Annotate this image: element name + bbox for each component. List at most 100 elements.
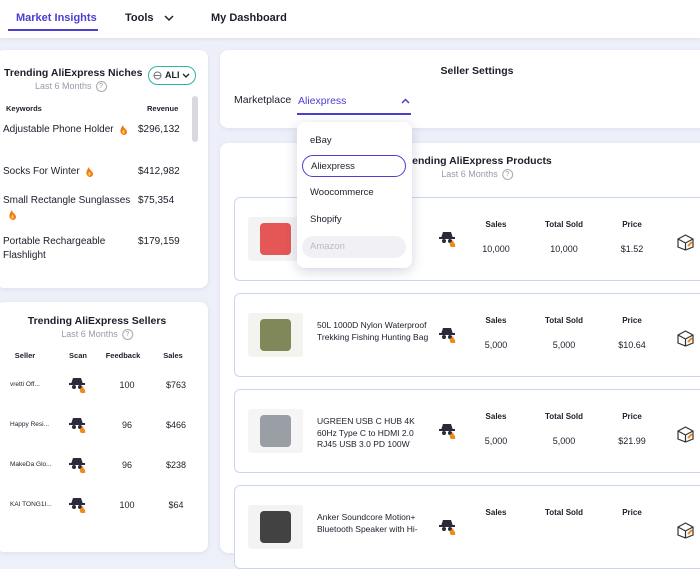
- sales: $238: [165, 460, 187, 470]
- product-image: [248, 313, 303, 357]
- dropdown-option[interactable]: eBay: [302, 130, 406, 152]
- seller-name[interactable]: MakeDa Glo...: [10, 461, 52, 468]
- column-header: Price: [622, 412, 642, 421]
- column-header: Total Sold: [544, 508, 584, 517]
- column-header: Sales: [485, 220, 507, 229]
- column-header: Revenue: [147, 104, 179, 113]
- seller-name[interactable]: KAI TONG1I...: [10, 501, 52, 508]
- product-card[interactable]: Anker Soundcore Motion+ Bluetooth Speake…: [234, 485, 700, 569]
- seller-name[interactable]: vretti Off...: [10, 381, 40, 388]
- panel-subtitle: Last 6 Months?: [35, 81, 107, 93]
- sales: $763: [165, 380, 187, 390]
- product-image: [248, 505, 303, 549]
- product-price: $10.64: [618, 340, 646, 350]
- field-label: Marketplace: [234, 94, 292, 106]
- sales: $64: [168, 500, 184, 510]
- product-card[interactable]: 50L 1000D Nylon Waterproof Trekking Fish…: [234, 293, 700, 377]
- nav-tab[interactable]: Tools: [125, 12, 154, 24]
- trending-icon: [86, 166, 93, 177]
- column-header: Sales: [163, 351, 183, 360]
- product-sales: 10,000: [482, 244, 510, 254]
- keyword-row[interactable]: Adjustable Phone Holder: [3, 123, 131, 137]
- keyword-row[interactable]: Small Rectangle Sunglasses: [3, 194, 131, 222]
- subtitle-text: Last 6 Months: [35, 81, 92, 91]
- product-card[interactable]: UGREEN USB C HUB 4K 60Hz Type C to HDMI …: [234, 389, 700, 473]
- scan-icon[interactable]: [439, 327, 457, 348]
- panel-title: Trending AliExpress Sellers: [27, 315, 167, 327]
- column-header: Sales: [485, 412, 507, 421]
- marketplace-selector[interactable]: ALI: [148, 66, 196, 85]
- seller-name[interactable]: Happy Resi...: [10, 421, 50, 428]
- scan-icon[interactable]: [69, 377, 87, 398]
- column-header: Total Sold: [544, 316, 584, 325]
- subtitle-text: Last 6 Months: [441, 169, 498, 179]
- option-text: Aliexpress: [311, 161, 355, 172]
- nav-bar: Market Insights Tools My Dashboard: [0, 0, 700, 38]
- revenue: $296,132: [138, 124, 180, 135]
- dropdown-option[interactable]: Aliexpress: [302, 155, 406, 177]
- feedback: 96: [121, 460, 133, 470]
- option-text: Amazon: [310, 241, 345, 252]
- product-total-sold: 10,000: [550, 244, 578, 254]
- column-header: Price: [622, 220, 642, 229]
- column-header: Keywords: [6, 104, 42, 113]
- revenue: $179,159: [138, 236, 180, 247]
- selector-text: ALI: [165, 70, 180, 80]
- image-content: [260, 415, 291, 447]
- scan-icon[interactable]: [439, 231, 457, 252]
- image-content: [260, 319, 291, 351]
- option-text: eBay: [310, 135, 332, 146]
- keyword: Small Rectangle Sunglasses: [3, 195, 131, 206]
- scan-icon[interactable]: [439, 519, 457, 540]
- sellers-panel: Trending AliExpress Sellers Last 6 Month…: [0, 302, 208, 552]
- product-total-sold: 5,000: [552, 436, 576, 446]
- scrollbar[interactable]: [192, 96, 198, 142]
- image-content: [260, 511, 291, 543]
- revenue: $75,354: [138, 195, 175, 206]
- product-name[interactable]: Anker Soundcore Motion+ Bluetooth Speake…: [317, 512, 418, 534]
- option-text: Shopify: [310, 214, 342, 225]
- chevron: [164, 15, 174, 22]
- column-header: Total Sold: [544, 412, 584, 421]
- scan-icon[interactable]: [69, 497, 87, 518]
- keyword: Adjustable Phone Holder: [3, 124, 114, 135]
- scan-icon[interactable]: [439, 423, 457, 444]
- column-header: Price: [622, 508, 642, 517]
- product-link-icon[interactable]: [677, 426, 694, 448]
- product-name[interactable]: UGREEN USB C HUB 4K 60Hz Type C to HDMI …: [317, 416, 415, 449]
- column-header: Sales: [485, 316, 507, 325]
- panel-title: Seller Settings: [440, 65, 514, 77]
- keyword-row[interactable]: Portable Rechargeable Flashlight: [3, 235, 131, 263]
- product-price: $21.99: [618, 436, 646, 446]
- column-header: Price: [622, 316, 642, 325]
- marketplace-select[interactable]: Aliexpress: [297, 92, 411, 115]
- product-price: $1.52: [620, 244, 644, 254]
- product-link-icon[interactable]: [677, 522, 694, 544]
- scan-icon[interactable]: [69, 457, 87, 478]
- product-name[interactable]: 50L 1000D Nylon Waterproof Trekking Fish…: [317, 320, 429, 342]
- nav-tab[interactable]: My Dashboard: [211, 12, 287, 24]
- feedback: 100: [119, 500, 135, 510]
- subtitle-text: Last 6 Months: [61, 329, 118, 339]
- panel-title: Trending AliExpress Products: [402, 155, 552, 167]
- panel-title: Trending AliExpress Niches: [4, 67, 143, 79]
- feedback: 96: [121, 420, 133, 430]
- product-image: [248, 217, 303, 261]
- product-link-icon[interactable]: [677, 330, 694, 352]
- product-sales: 5,000: [484, 340, 508, 350]
- scan-icon[interactable]: [69, 417, 87, 438]
- column-header: Seller: [14, 351, 36, 360]
- panel-subtitle: Last 6 Months?: [441, 169, 513, 181]
- dropdown-option: Amazon: [302, 236, 406, 258]
- dropdown-option[interactable]: Shopify: [302, 209, 406, 231]
- dropdown-menu: eBay Aliexpress Woocommerce Shopify Amazon: [297, 122, 412, 268]
- column-header: Sales: [485, 508, 507, 517]
- sales: $466: [165, 420, 187, 430]
- keyword: Socks For Winter: [3, 166, 80, 177]
- nav-tab[interactable]: Market Insights: [16, 12, 97, 24]
- dropdown-option[interactable]: Woocommerce: [302, 182, 406, 204]
- trending-icon: [120, 124, 127, 135]
- revenue: $412,982: [138, 166, 180, 177]
- keyword-row[interactable]: Socks For Winter: [3, 165, 131, 179]
- product-link-icon[interactable]: [677, 234, 694, 256]
